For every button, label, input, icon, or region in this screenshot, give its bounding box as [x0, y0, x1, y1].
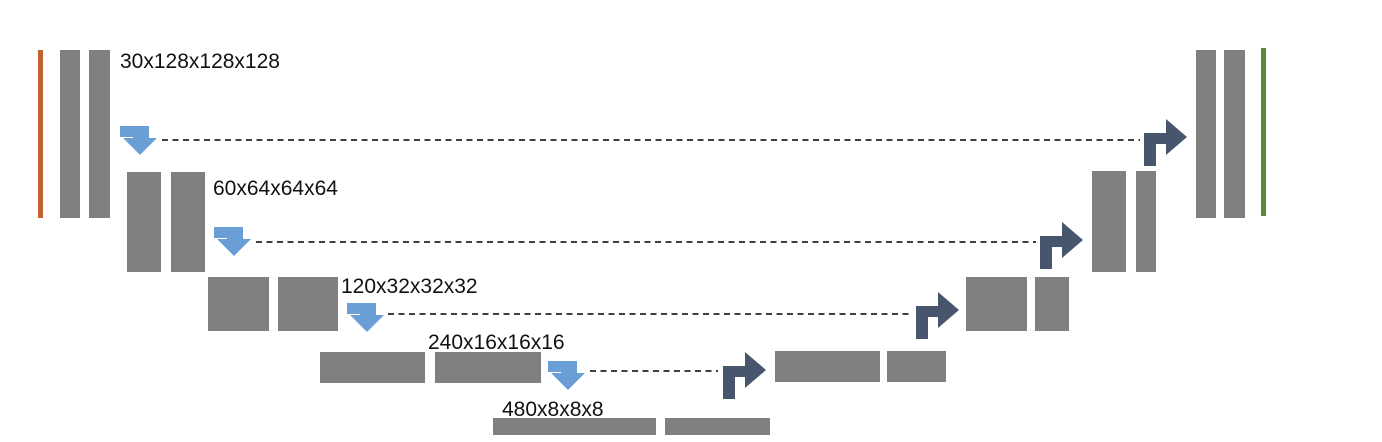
downsample-arrow-icon — [214, 227, 251, 256]
encoder-block-l3-a — [208, 277, 269, 331]
upsample-arrow-icon — [1040, 222, 1083, 269]
decoder-block-l1-b — [1224, 50, 1245, 218]
downsample-arrow-icon — [120, 126, 157, 155]
upsample-arrow-icon — [916, 292, 959, 339]
input-bar — [38, 50, 43, 218]
encoder-block-l1-b — [89, 50, 110, 218]
level-4-label: 240x16x16x16 — [428, 331, 565, 354]
level-2-label: 60x64x64x64 — [213, 177, 338, 200]
decoder-block-l3-b — [1035, 277, 1069, 331]
bottleneck-block-b — [665, 418, 770, 435]
decoder-block-l4-a — [775, 351, 880, 382]
upsample-arrow-icon — [1144, 119, 1187, 166]
decoder-block-l4-b — [887, 351, 946, 382]
encoder-block-l4-b — [435, 352, 541, 383]
encoder-block-l4-a — [320, 352, 425, 383]
encoder-block-l2-b — [171, 172, 205, 272]
decoder-block-l2-b — [1136, 171, 1156, 272]
decoder-block-l3-a — [966, 277, 1027, 331]
encoder-block-l1-a — [60, 50, 80, 218]
level-1-label: 30x128x128x128 — [120, 50, 280, 73]
upsample-arrow-icon — [723, 352, 766, 399]
level-5-label: 480x8x8x8 — [502, 398, 604, 421]
encoder-block-l3-b — [278, 277, 338, 331]
level-3-label: 120x32x32x32 — [341, 275, 478, 298]
encoder-block-l2-a — [127, 172, 161, 272]
bottleneck-block-a — [493, 418, 656, 435]
decoder-block-l2-a — [1092, 171, 1126, 272]
downsample-arrow-icon — [548, 361, 585, 390]
output-bar — [1261, 48, 1266, 216]
downsample-arrow-icon — [347, 303, 384, 332]
decoder-block-l1-a — [1196, 50, 1216, 218]
